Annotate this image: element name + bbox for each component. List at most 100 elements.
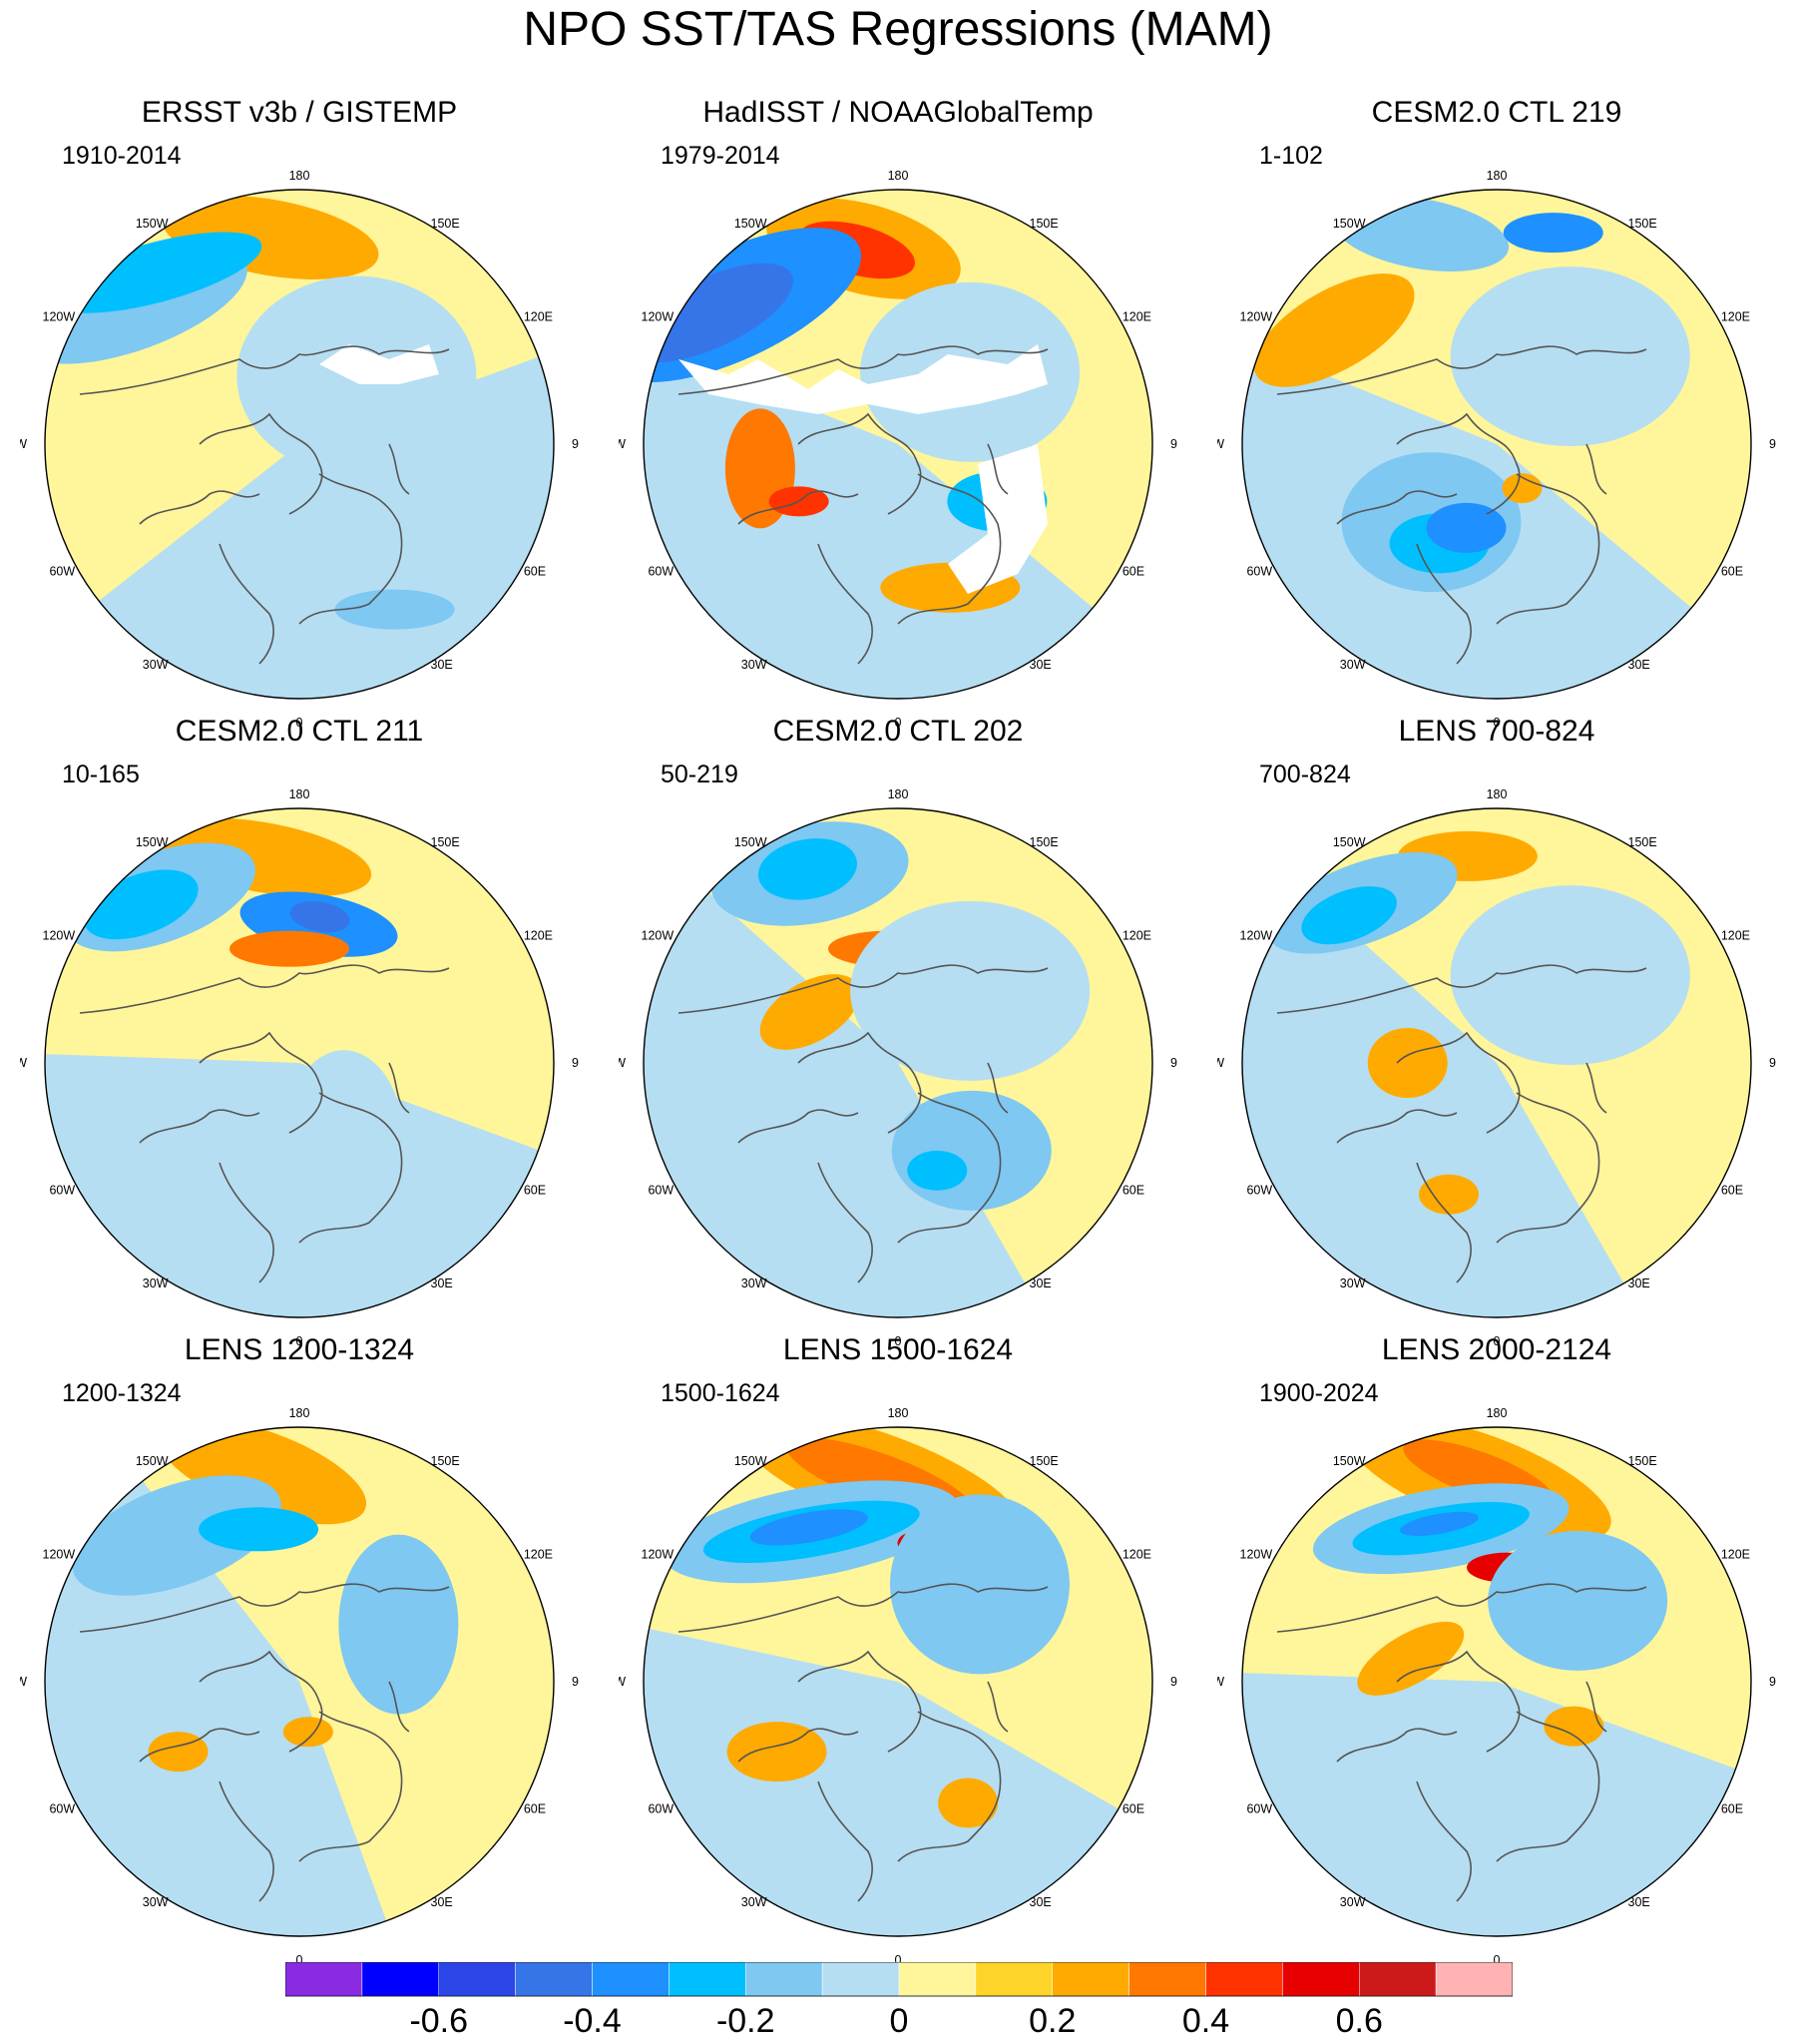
anomaly-contour	[282, 1717, 333, 1748]
coastline	[1336, 1728, 1458, 1763]
anomaly-contour	[1503, 213, 1603, 254]
longitude-label: 120E	[1122, 310, 1151, 324]
colorbar-label: -0.4	[563, 2002, 622, 2038]
longitude-label: 60W	[49, 565, 75, 579]
coastline	[139, 490, 260, 525]
anomaly-contour	[889, 1494, 1070, 1675]
coastline	[139, 1109, 260, 1144]
panel-title: CESM2.0 CTL 211	[175, 715, 424, 748]
map-border	[44, 189, 555, 700]
longitude-label: 30W	[1340, 658, 1366, 672]
panel-period: 1900-2024	[1259, 1379, 1379, 1407]
coastline	[897, 1711, 1002, 1862]
anomaly-contour	[1357, 1621, 1465, 1696]
coastline	[79, 1583, 450, 1633]
colorbar-swatch	[285, 1962, 363, 1997]
panel-period: 1910-2014	[62, 142, 182, 170]
coastline	[388, 443, 410, 495]
anomaly-contour	[199, 1507, 319, 1552]
longitude-label: 90W	[619, 437, 626, 451]
map-panel: CESM2.0 CTL 211 10-165 180 150E 120E 90E 60E 30…	[20, 714, 579, 1348]
longitude-label: 120W	[642, 929, 674, 943]
longitude-label: 60E	[1122, 565, 1144, 579]
longitude-label: 30W	[143, 1895, 169, 1909]
longitude-label: 150W	[1333, 1454, 1366, 1468]
map-panel: CESM2.0 CTL 202 50-219 180 150E 120E 90E 60E 30…	[619, 714, 1177, 1348]
anomaly-contour	[72, 1475, 281, 1596]
coastline	[219, 1162, 274, 1283]
coastline	[897, 1092, 1002, 1244]
longitude-label: 90E	[1769, 1675, 1776, 1689]
coastline	[298, 473, 403, 625]
longitude-label: 180	[289, 787, 310, 801]
longitude-label: 120E	[524, 310, 553, 324]
coastline	[388, 1062, 410, 1114]
longitude-label: 0	[895, 1334, 902, 1348]
longitude-label: 60W	[648, 1184, 674, 1198]
anomaly-contour	[850, 900, 1091, 1081]
anomaly-contour	[228, 930, 349, 967]
anomaly-contour	[303, 439, 384, 500]
map-panel: CESM2.0 CTL 219 1-102 180 150E 120E 90E 60E 30E…	[1217, 95, 1776, 730]
longitude-label: 60E	[1721, 1184, 1743, 1198]
anomaly-contour	[1544, 1706, 1604, 1747]
longitude-label: 120E	[524, 1548, 553, 1562]
anomaly-contour	[1488, 1530, 1668, 1671]
anomaly-contour	[1426, 502, 1507, 553]
colorbar-swatch	[821, 1962, 900, 1997]
longitude-label: 90E	[1170, 437, 1177, 451]
map-border	[643, 807, 1153, 1318]
missing-data-region	[319, 344, 439, 384]
coastline	[1496, 1092, 1600, 1244]
coastline	[79, 964, 450, 1014]
longitude-label: 30E	[1030, 658, 1052, 672]
longitude-label: 60W	[1246, 565, 1272, 579]
polar-stereographic-map: 180 150E 120E 90E 60E 30E 0 30W 60W 90W 120W 150W	[1217, 169, 1776, 730]
anomaly-contour	[289, 900, 350, 933]
polar-stereographic-map: 180 150E 120E 90E 60E 30E 0 30W 60W 90W 120W 150W	[619, 787, 1177, 1348]
longitude-label: 30W	[143, 1277, 169, 1290]
colorbar-swatch	[592, 1962, 670, 1997]
longitude-label: 150W	[734, 1454, 767, 1468]
coastline	[817, 1781, 873, 1902]
coastline	[1585, 443, 1607, 495]
anomaly-contour	[749, 1509, 868, 1546]
longitude-label: 120W	[642, 310, 674, 324]
anomaly-contour	[938, 1778, 999, 1828]
longitude-label: 60E	[524, 1184, 546, 1198]
anomaly-contour	[1450, 885, 1690, 1066]
colorbar: -0.6 -0.4 -0.2 0 0.2 0.4 0.6	[285, 1962, 1513, 2038]
coastline	[797, 1031, 922, 1134]
polar-stereographic-map: 180 150E 120E 90E 60E 30E 0 30W 60W 90W 120W 150W	[20, 169, 579, 730]
panel-period: 700-824	[1259, 761, 1351, 788]
longitude-label: 150E	[431, 1454, 460, 1468]
anomaly-contour	[49, 232, 262, 313]
polar-stereographic-map: 180 150E 120E 90E 60E 30E 0 30W 60W 90W 120W 150W	[619, 169, 1177, 730]
longitude-label: 150W	[734, 217, 767, 231]
coastline	[1396, 1650, 1521, 1753]
longitude-label: 60E	[524, 565, 546, 579]
map-panel: ERSST v3b / GISTEMP 1910-2014 180 150E 120E 9…	[20, 95, 579, 730]
colorbar-label: -0.6	[409, 2002, 468, 2038]
colorbar-swatch	[1128, 1962, 1206, 1997]
panel-period: 1979-2014	[661, 142, 780, 170]
longitude-label: 180	[289, 1406, 310, 1420]
coastline	[1396, 1031, 1521, 1134]
panel-period: 1500-1624	[661, 1379, 780, 1407]
longitude-label: 30E	[1628, 1277, 1650, 1290]
coastline	[199, 1650, 323, 1753]
polar-stereographic-map: 180 150E 120E 90E 60E 30E 0 30W 60W 90W 120W 150W	[20, 1406, 579, 1967]
longitude-label: 90E	[1769, 1056, 1776, 1070]
longitude-label: 90W	[1217, 1056, 1224, 1070]
longitude-label: 30W	[741, 1277, 767, 1290]
longitude-label: 60E	[1721, 565, 1743, 579]
colorbar-swatch	[361, 1962, 439, 1997]
longitude-label: 60E	[1721, 1802, 1743, 1816]
panel-title: CESM2.0 CTL 202	[772, 715, 1024, 748]
longitude-label: 30E	[431, 1277, 453, 1290]
panel-period: 10-165	[62, 761, 140, 788]
longitude-label: 30E	[1030, 1277, 1052, 1290]
colorbar-swatch	[1052, 1962, 1129, 1997]
longitude-label: 30W	[1340, 1277, 1366, 1290]
coastline	[388, 1681, 410, 1733]
